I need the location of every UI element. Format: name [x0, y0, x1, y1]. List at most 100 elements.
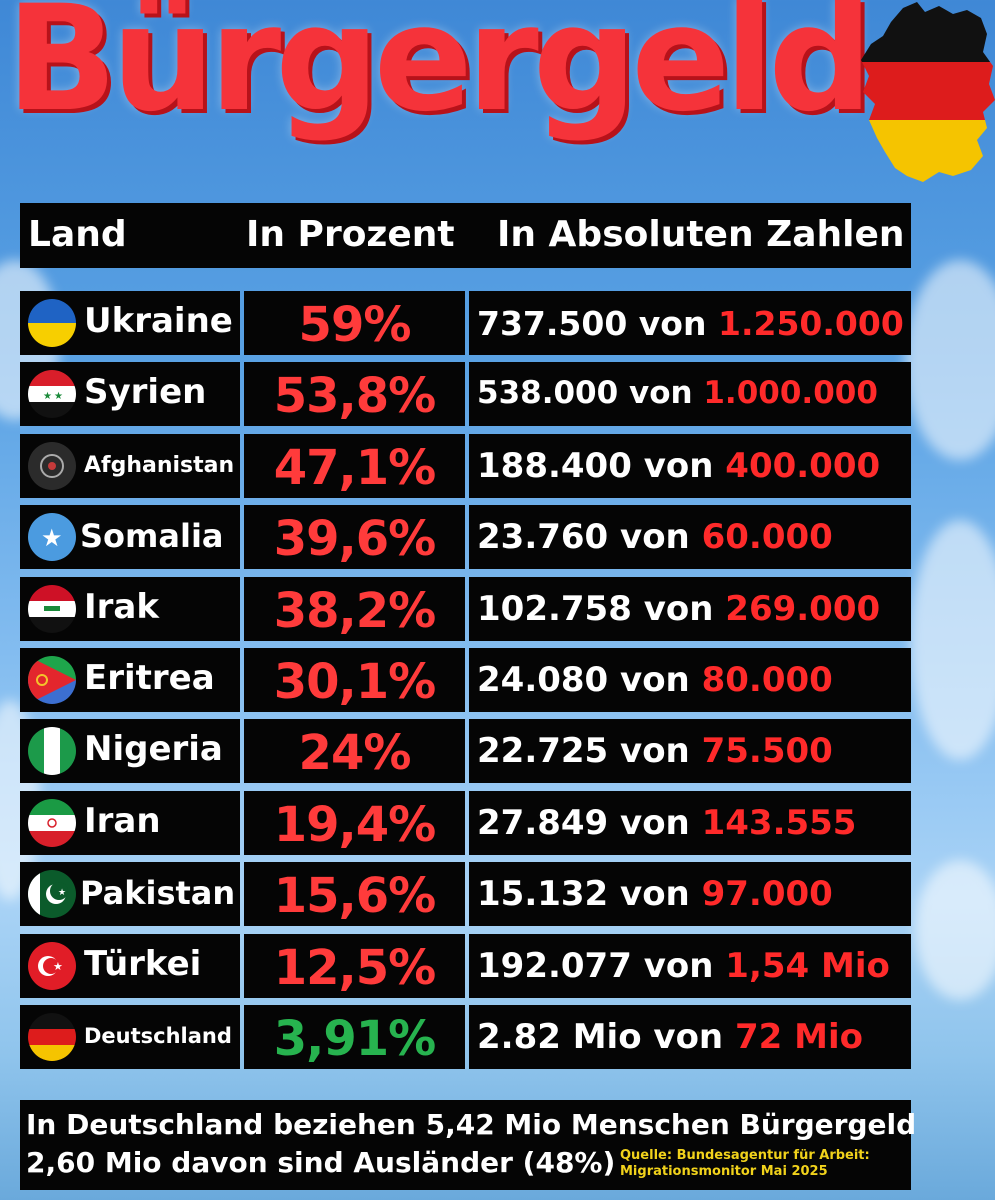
percent-cell: 38,2%: [244, 577, 465, 641]
svg-text:★: ★: [54, 391, 63, 402]
country-cell: Eritrea: [20, 648, 240, 712]
country-cell: Irak: [20, 577, 240, 641]
absolute-value: 23.760 von 60.000: [477, 517, 833, 557]
syria-flag-icon: ★ ★: [28, 370, 76, 418]
country-cell: ★ Somalia: [20, 505, 240, 569]
country-name: Irak: [84, 587, 159, 627]
eritrea-flag-icon: [28, 656, 76, 704]
percent-cell: 3,91%: [244, 1005, 465, 1069]
table-row: Eritrea 30,1% 24.080 von 80.000: [20, 648, 911, 712]
country-cell: ★ Pakistan: [20, 862, 240, 926]
absolute-cell: 27.849 von 143.555: [469, 791, 911, 855]
country-name: Eritrea: [84, 658, 215, 698]
recipients-count: 192.077 von: [477, 946, 714, 986]
percent-value: 30,1%: [273, 654, 437, 710]
country-cell: ★ Türkei: [20, 934, 240, 998]
country-name: Ukraine: [84, 301, 233, 341]
population-total: 1.250.000: [717, 304, 904, 343]
percent-cell: 39,6%: [244, 505, 465, 569]
absolute-value: 22.725 von 75.500: [477, 731, 833, 771]
percent-cell: 19,4%: [244, 791, 465, 855]
absolute-value: 538.000 von 1.000.000: [477, 375, 878, 411]
absolute-cell: 102.758 von 269.000: [469, 577, 911, 641]
table-row: Deutschland 3,91% 2.82 Mio von 72 Mio: [20, 1005, 911, 1069]
germany-map-icon: [861, 2, 995, 182]
footer-box: In Deutschland beziehen 5,42 Mio Mensche…: [20, 1100, 916, 1190]
percent-cell: 53,8%: [244, 362, 465, 426]
recipients-count: 15.132 von: [477, 874, 690, 914]
page-title: Bürgergeld: [6, 0, 873, 144]
nigeria-flag-icon: [28, 727, 76, 775]
table-header: Land In Prozent In Absoluten Zahlen: [20, 203, 911, 268]
header-absolut: In Absoluten Zahlen: [497, 214, 905, 255]
header-prozent: In Prozent: [246, 214, 455, 255]
recipients-count: 188.400 von: [477, 446, 714, 486]
percent-value: 59%: [298, 297, 412, 353]
country-name: Somalia: [80, 517, 224, 555]
svg-text:★: ★: [41, 524, 63, 552]
absolute-value: 27.849 von 143.555: [477, 803, 856, 843]
turkey-flag-icon: ★: [28, 942, 76, 990]
percent-cell: 12,5%: [244, 934, 465, 998]
absolute-cell: 188.400 von 400.000: [469, 434, 911, 498]
table-row: Nigeria 24% 22.725 von 75.500: [20, 719, 911, 783]
recipients-count: 102.758 von: [477, 589, 714, 629]
table-row: Iran 19,4% 27.849 von 143.555: [20, 791, 911, 855]
percent-value: 12,5%: [273, 940, 437, 996]
absolute-value: 737.500 von 1.250.000: [477, 304, 904, 343]
recipients-count: 27.849 von: [477, 803, 690, 843]
absolute-value: 192.077 von 1,54 Mio: [477, 946, 890, 986]
table-row: Afghanistan 47,1% 188.400 von 400.000: [20, 434, 911, 498]
ukraine-flag-icon: [28, 299, 76, 347]
absolute-cell: 2.82 Mio von 72 Mio: [469, 1005, 911, 1069]
percent-value: 24%: [298, 725, 412, 781]
absolute-value: 2.82 Mio von 72 Mio: [477, 1017, 863, 1057]
table-row: ★ ★ Syrien 53,8% 538.000 von 1.000.000: [20, 362, 911, 426]
country-name: Nigeria: [84, 729, 223, 769]
percent-cell: 59%: [244, 291, 465, 355]
population-total: 1.000.000: [703, 375, 878, 411]
germany-flag-icon: [28, 1013, 76, 1061]
population-total: 75.500: [701, 731, 833, 771]
population-total: 143.555: [701, 803, 857, 843]
absolute-cell: 192.077 von 1,54 Mio: [469, 934, 911, 998]
percent-cell: 47,1%: [244, 434, 465, 498]
table-row: Irak 38,2% 102.758 von 269.000: [20, 577, 911, 641]
percent-value: 19,4%: [273, 797, 437, 853]
country-name: Deutschland: [84, 1024, 232, 1048]
country-cell: Afghanistan: [20, 434, 240, 498]
population-total: 1,54 Mio: [725, 946, 890, 986]
table-row: Ukraine 59% 737.500 von 1.250.000: [20, 291, 911, 355]
table-row: ★ Pakistan 15,6% 15.132 von 97.000: [20, 862, 911, 926]
recipients-count: 23.760 von: [477, 517, 690, 557]
recipients-count: 737.500 von: [477, 304, 707, 343]
country-cell: ★ ★ Syrien: [20, 362, 240, 426]
somalia-flag-icon: ★: [28, 513, 76, 561]
cloud: [915, 860, 995, 1000]
source-note: Quelle: Bundesagentur für Arbeit: Migrat…: [620, 1148, 870, 1180]
country-name: Iran: [84, 801, 161, 841]
absolute-value: 15.132 von 97.000: [477, 874, 833, 914]
svg-text:★: ★: [58, 888, 66, 898]
percent-value: 47,1%: [273, 440, 437, 496]
population-total: 269.000: [725, 589, 881, 629]
recipients-count: 24.080 von: [477, 660, 690, 700]
iran-flag-icon: [28, 799, 76, 847]
percent-cell: 24%: [244, 719, 465, 783]
absolute-cell: 22.725 von 75.500: [469, 719, 911, 783]
population-total: 400.000: [725, 446, 881, 486]
country-name: Türkei: [84, 944, 202, 984]
percent-cell: 30,1%: [244, 648, 465, 712]
table-row: ★ Somalia 39,6% 23.760 von 60.000: [20, 505, 911, 569]
population-total: 60.000: [701, 517, 833, 557]
source-line-1: Quelle: Bundesagentur für Arbeit:: [620, 1148, 870, 1163]
population-total: 72 Mio: [734, 1017, 863, 1057]
absolute-value: 102.758 von 269.000: [477, 589, 880, 629]
percent-value: 15,6%: [273, 868, 437, 924]
absolute-cell: 24.080 von 80.000: [469, 648, 911, 712]
population-total: 97.000: [701, 874, 833, 914]
percent-value: 39,6%: [273, 511, 437, 567]
footer-line-1: In Deutschland beziehen 5,42 Mio Mensche…: [26, 1108, 917, 1141]
percent-value: 53,8%: [273, 368, 437, 424]
population-total: 80.000: [701, 660, 833, 700]
